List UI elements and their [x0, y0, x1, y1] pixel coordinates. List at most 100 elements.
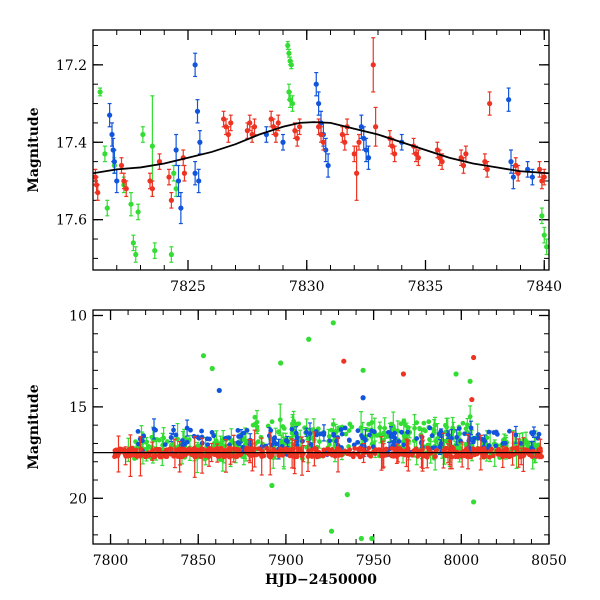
bottom-green-point	[414, 420, 420, 426]
bottom-red-point	[278, 446, 283, 452]
bottom-blue-point-marker	[529, 430, 534, 436]
top-blue-point-marker	[313, 81, 319, 87]
top-red-point	[294, 130, 300, 147]
bottom-blue-point	[486, 429, 492, 435]
bottom-blue-point	[184, 419, 190, 437]
bottom-red-point	[234, 446, 240, 452]
bottom-green-point-marker	[463, 426, 469, 432]
top-red-point-marker	[270, 124, 277, 130]
top-blue-point-marker	[361, 135, 367, 141]
bottom-red-point	[413, 446, 419, 452]
top-red-point	[515, 164, 521, 182]
bottom-red-point-marker	[382, 447, 387, 453]
top-x-tick-label: 7830	[289, 279, 325, 295]
top-red-point-marker	[156, 159, 163, 165]
bottom-red-point	[409, 452, 415, 458]
bottom-green-point-marker	[170, 441, 176, 447]
top-red-point-marker	[460, 162, 467, 169]
bottom-red-point	[433, 454, 438, 459]
bottom-red-point	[339, 452, 345, 458]
bottom-red-point	[450, 445, 456, 451]
top-red-point	[118, 157, 125, 174]
bottom-outlier-point-marker	[209, 365, 215, 372]
bottom-green-point	[296, 421, 302, 427]
bottom-blue-point	[445, 430, 451, 440]
bottom-green-point-marker	[358, 425, 364, 431]
bottom-green-point-marker	[252, 441, 258, 447]
bottom-red-point-marker	[308, 448, 314, 453]
top-red-point	[251, 118, 258, 136]
bottom-blue-point	[162, 442, 168, 447]
top-red-point	[437, 149, 443, 167]
bottom-red-point-marker	[214, 445, 220, 451]
bottom-red-point	[125, 453, 131, 459]
bottom-green-point-marker	[421, 420, 427, 426]
top-red-point-marker	[268, 116, 274, 122]
bottom-red-point	[382, 447, 387, 453]
top-blue-point-marker	[109, 131, 115, 138]
top-blue-point	[313, 71, 319, 97]
top-red-point	[149, 180, 155, 198]
bottom-outlier-point	[470, 499, 477, 505]
top-blue-point	[365, 145, 372, 170]
top-green-point-marker	[140, 131, 146, 138]
top-blue-point-marker	[114, 178, 120, 184]
top-blue-point-marker	[194, 108, 201, 114]
bottom-blue-point-marker	[396, 439, 402, 444]
bottom-green-point	[269, 419, 275, 425]
bottom-blue-point-marker	[351, 442, 357, 448]
top-red-point-marker	[536, 166, 543, 172]
bottom-green-point-marker	[467, 414, 473, 420]
bottom-red-point	[266, 453, 272, 459]
bottom-blue-point-marker	[235, 427, 241, 433]
top-red-point-marker	[373, 124, 379, 130]
bottom-red-point-marker	[441, 448, 446, 453]
bottom-green-point	[349, 424, 355, 430]
top-blue-point	[196, 168, 202, 194]
top-red-point-marker	[339, 131, 345, 138]
bottom-outlier-point-marker	[328, 528, 335, 534]
top-blue-point	[178, 191, 184, 225]
bottom-x-tick-label: 7950	[356, 553, 392, 569]
bottom-blue-point	[369, 428, 375, 434]
top-blue-point-marker	[196, 178, 202, 184]
top-green-point	[171, 164, 177, 182]
bottom-red-point-marker	[355, 451, 361, 456]
bottom-red-point-marker	[234, 454, 240, 459]
bottom-green-point	[426, 419, 432, 425]
bottom-red-point-marker	[518, 453, 524, 459]
top-red-point	[484, 161, 490, 178]
top-green-point-marker	[135, 209, 141, 215]
top-blue-point-marker	[529, 174, 535, 180]
top-red-point	[156, 153, 163, 170]
bottom-green-point-marker	[144, 446, 149, 452]
bottom-green-point-marker	[258, 434, 264, 440]
bottom-red-point-marker	[287, 453, 293, 459]
bottom-green-point-marker	[398, 421, 404, 427]
bottom-red-point-marker	[206, 454, 212, 459]
top-y-tick-label: 17.4	[56, 135, 87, 151]
bottom-green-point	[277, 403, 283, 436]
top-green-point-marker	[289, 100, 296, 107]
bottom-blue-point-marker	[338, 427, 344, 432]
top-blue-point	[175, 164, 182, 198]
top-red-point-marker	[541, 174, 547, 180]
bottom-blue-point-marker	[429, 433, 435, 439]
bottom-red-point-marker	[433, 454, 438, 459]
bottom-blue-point	[272, 435, 278, 441]
bottom-green-point-marker	[385, 434, 391, 439]
bottom-outlier-point	[344, 492, 350, 498]
bottom-red-point-marker	[461, 453, 467, 459]
bottom-green-point-marker	[366, 421, 372, 427]
bottom-blue-point	[535, 435, 541, 441]
bottom-blue-point-marker	[184, 439, 190, 445]
bottom-blue-point	[199, 428, 204, 434]
bottom-blue-point-marker	[405, 429, 411, 435]
bottom-red-point-marker	[339, 452, 345, 458]
bottom-red-point	[325, 446, 331, 452]
bottom-red-point-marker	[134, 452, 140, 458]
top-blue-point-marker	[175, 178, 182, 184]
top-plot-area	[93, 37, 549, 270]
top-red-point	[181, 164, 188, 182]
bottom-red-point	[153, 453, 158, 458]
